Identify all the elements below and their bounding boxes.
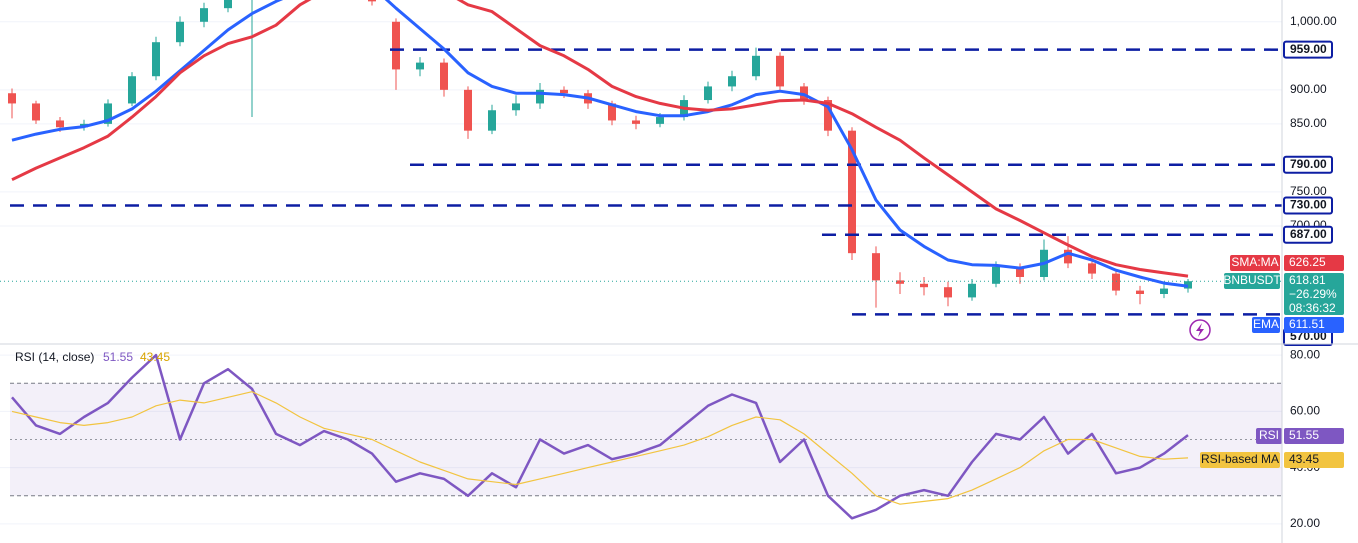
tag-value: 43.45 <box>1289 452 1319 466</box>
candle-body <box>1112 273 1120 291</box>
level-tag <box>1283 196 1333 215</box>
tag-name: EMA <box>1253 317 1279 331</box>
candle-body <box>416 62 424 70</box>
rsi-ma-legend-value: 43.45 <box>140 350 170 364</box>
tag-name-box <box>1230 255 1280 271</box>
candle-body <box>776 55 784 87</box>
tag-name: RSI <box>1259 428 1279 442</box>
candle-body <box>224 0 232 9</box>
y-tick-label: 1,000.00 <box>1290 14 1337 28</box>
candle-body <box>440 62 448 90</box>
candle-body <box>992 266 1000 284</box>
candle-body <box>656 117 664 124</box>
level-tag <box>1283 225 1333 244</box>
candle-body <box>944 287 952 298</box>
candle-body <box>464 89 472 131</box>
price-axis: 1,000.00900.00850.00750.00700.0080.0060.… <box>1200 14 1344 530</box>
candle-body <box>1160 288 1168 294</box>
candle-body <box>752 55 760 77</box>
tag-name-box <box>1200 452 1280 468</box>
rsi-title: RSI (14, close) <box>15 350 94 364</box>
alert-bolt <box>1196 323 1204 337</box>
candle-body <box>704 86 712 101</box>
level-label: 959.00 <box>1290 42 1327 56</box>
rsi-legend-value: 51.55 <box>103 350 133 364</box>
price-pane <box>0 0 1282 316</box>
series-line <box>11 353 1189 520</box>
level-label: 687.00 <box>1290 227 1327 241</box>
candle-body <box>1136 290 1144 294</box>
candle-body <box>1088 263 1096 274</box>
candle-body <box>632 120 640 124</box>
y-tick-label: 60.00 <box>1290 404 1320 418</box>
tag-name: SMA:MA <box>1231 255 1278 269</box>
candle-body <box>128 76 136 104</box>
candle-body <box>560 89 568 94</box>
tag-name-box <box>1256 428 1282 444</box>
level-tag <box>1283 155 1333 174</box>
tag-value: 611.51 <box>1289 317 1325 331</box>
candle-body <box>728 76 736 87</box>
candle-body <box>896 280 904 284</box>
candle-body <box>872 253 880 281</box>
tag-name: BNBUSDT <box>1223 273 1281 287</box>
candle-body <box>104 103 112 124</box>
candle-body <box>152 42 160 77</box>
y-tick-label: 900.00 <box>1290 82 1327 96</box>
tag-value-box <box>1284 317 1344 333</box>
candle-body <box>920 283 928 288</box>
series-line <box>11 0 1189 278</box>
tag-value: −26.29% <box>1289 287 1337 301</box>
candle-body <box>848 130 856 254</box>
candle-body <box>536 89 544 104</box>
tag-value: 618.81 <box>1289 273 1326 287</box>
candle-body <box>32 103 40 121</box>
level-tag <box>1283 40 1333 59</box>
tag-value: 08:36:32 <box>1289 301 1336 315</box>
candle-body <box>512 103 520 111</box>
series-line <box>11 391 1189 505</box>
candle-body <box>368 0 376 2</box>
candle-body <box>488 110 496 131</box>
candle-body <box>608 103 616 121</box>
rsi-pane <box>0 353 1282 525</box>
candle-body <box>824 100 832 131</box>
candle-body <box>8 93 16 104</box>
y-tick-label: 20.00 <box>1290 516 1320 530</box>
y-tick-label: 80.00 <box>1290 347 1320 361</box>
candle-body <box>968 283 976 298</box>
series-line <box>11 0 1189 288</box>
tag-name-box <box>1252 317 1280 333</box>
tag-value-box <box>1284 273 1344 315</box>
tag-value: 626.25 <box>1289 255 1326 269</box>
candle-body <box>200 8 208 22</box>
tag-value-box <box>1284 452 1344 468</box>
tag-name-box <box>1224 273 1280 289</box>
level-label: 730.00 <box>1290 198 1327 212</box>
candle-body <box>392 21 400 70</box>
candle-body <box>176 21 184 43</box>
candle-body <box>1016 266 1024 277</box>
level-label: 790.00 <box>1290 157 1327 171</box>
tag-value-box <box>1284 428 1344 444</box>
candle-body <box>1064 249 1072 264</box>
tag-value: 51.55 <box>1289 428 1319 442</box>
y-tick-label: 850.00 <box>1290 116 1327 130</box>
tag-value-box <box>1284 255 1344 271</box>
candle-body <box>56 120 64 128</box>
y-tick-label: 750.00 <box>1290 184 1327 198</box>
tag-name: RSI-based MA <box>1201 452 1279 466</box>
